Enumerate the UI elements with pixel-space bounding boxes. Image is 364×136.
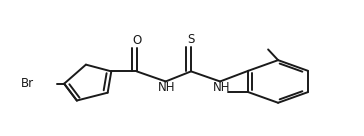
Text: O: O (132, 34, 141, 47)
Text: S: S (187, 33, 195, 46)
Text: NH: NH (158, 81, 175, 94)
Text: Br: Br (21, 77, 35, 90)
Text: NH: NH (213, 81, 230, 94)
